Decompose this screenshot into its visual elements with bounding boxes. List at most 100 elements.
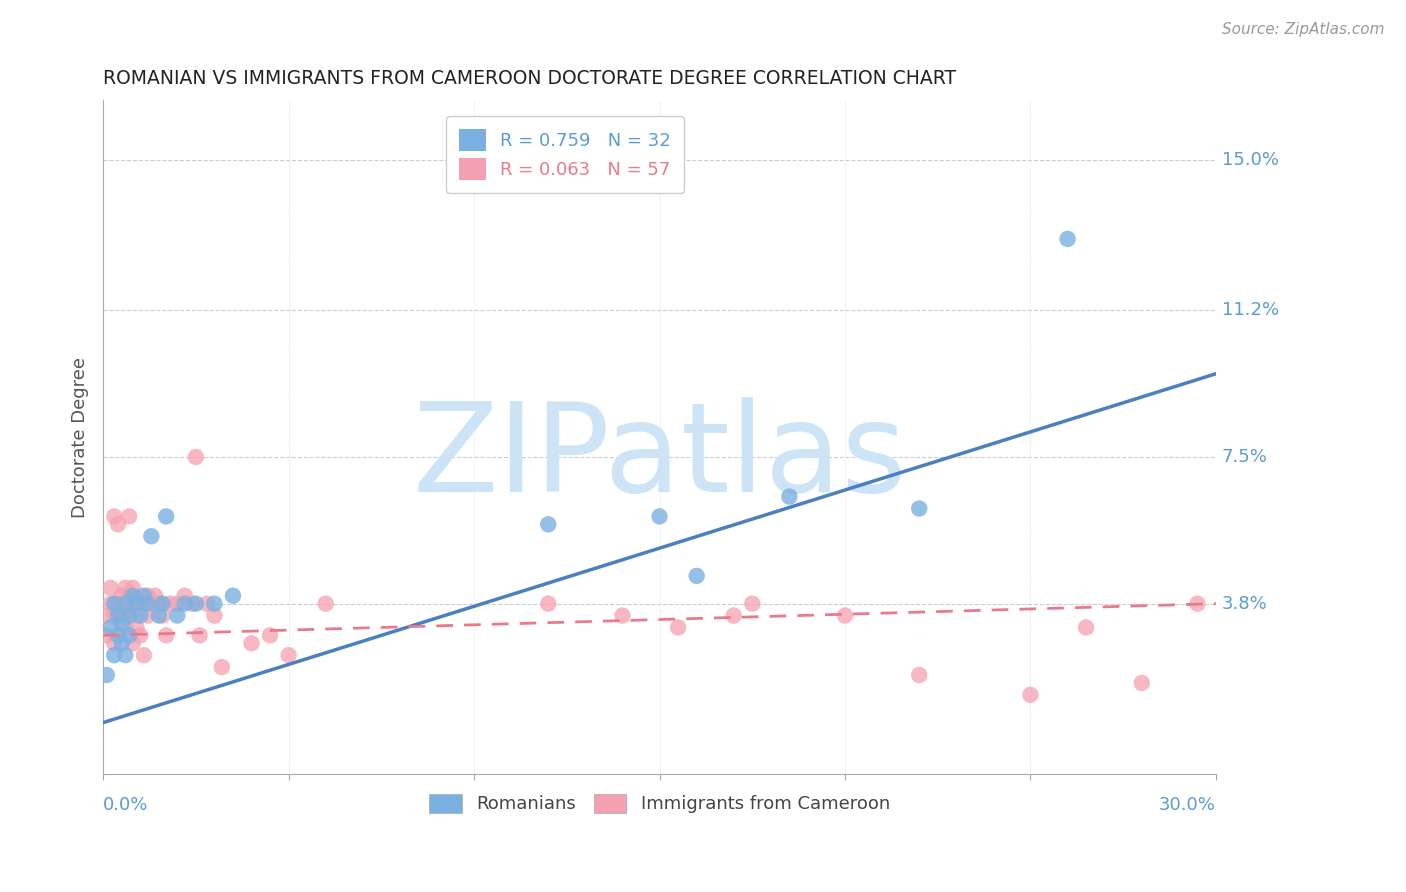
Point (148, 608, 170, 623)
Point (118, 509, 141, 524)
Point (103, 608, 125, 623)
Point (908, 668, 931, 682)
Point (166, 597, 188, 611)
Point (100, 581, 122, 595)
Point (118, 608, 141, 623)
Point (114, 620, 136, 634)
Point (107, 608, 129, 623)
Point (202, 597, 225, 611)
Point (121, 581, 143, 595)
Point (136, 589, 159, 603)
Point (778, 490, 800, 504)
Point (143, 589, 166, 603)
Text: Source: ZipAtlas.com: Source: ZipAtlas.com (1222, 22, 1385, 37)
Point (114, 581, 136, 595)
Y-axis label: Doctorate Degree: Doctorate Degree (72, 357, 89, 517)
Legend: Romanians, Immigrants from Cameroon: Romanians, Immigrants from Cameroon (420, 785, 898, 822)
Point (184, 450, 207, 464)
Point (107, 597, 129, 611)
Point (315, 597, 337, 611)
Point (121, 597, 143, 611)
Point (1074, 620, 1097, 634)
Point (537, 597, 560, 611)
Point (129, 608, 152, 623)
Point (111, 589, 134, 603)
Text: 30.0%: 30.0% (1159, 797, 1216, 814)
Point (834, 608, 856, 623)
Point (141, 529, 163, 543)
Point (96, 668, 118, 682)
Point (114, 597, 136, 611)
Point (114, 648, 136, 663)
Point (111, 616, 134, 631)
Point (111, 597, 134, 611)
Text: 15.0%: 15.0% (1222, 151, 1278, 169)
Point (1187, 597, 1209, 611)
Text: 3.8%: 3.8% (1222, 595, 1267, 613)
Point (107, 628, 129, 642)
Text: 7.5%: 7.5% (1222, 448, 1267, 466)
Text: ZIPatlas: ZIPatlas (412, 397, 907, 518)
Point (118, 589, 141, 603)
Point (259, 628, 281, 642)
Point (612, 608, 634, 623)
Point (648, 509, 671, 524)
Point (152, 597, 174, 611)
Point (118, 628, 141, 642)
Point (184, 597, 207, 611)
Point (1130, 676, 1153, 690)
Text: ROMANIAN VS IMMIGRANTS FROM CAMEROON DOCTORATE DEGREE CORRELATION CHART: ROMANIAN VS IMMIGRANTS FROM CAMEROON DOC… (103, 69, 956, 87)
Point (685, 569, 707, 583)
Point (103, 636, 125, 650)
Point (202, 608, 225, 623)
Text: 0.0%: 0.0% (103, 797, 149, 814)
Point (114, 597, 136, 611)
Point (195, 597, 218, 611)
Point (121, 636, 143, 650)
Point (277, 648, 299, 663)
Point (100, 597, 122, 611)
Point (173, 589, 195, 603)
Point (125, 597, 148, 611)
Point (1056, 232, 1078, 246)
Point (666, 620, 689, 634)
Point (136, 597, 159, 611)
Point (240, 636, 263, 650)
Point (188, 628, 211, 642)
Point (129, 628, 152, 642)
Point (111, 636, 134, 650)
Point (181, 597, 204, 611)
Point (166, 608, 188, 623)
Point (96, 608, 118, 623)
Point (132, 648, 155, 663)
Point (211, 660, 233, 674)
Point (1019, 688, 1042, 702)
Point (125, 620, 148, 634)
Point (129, 597, 152, 611)
Point (723, 608, 745, 623)
Point (103, 509, 125, 524)
Point (132, 589, 155, 603)
Point (103, 597, 125, 611)
Point (96, 628, 118, 642)
Point (741, 597, 763, 611)
Text: 11.2%: 11.2% (1222, 301, 1278, 319)
Point (155, 509, 177, 524)
Point (537, 517, 560, 532)
Point (136, 608, 159, 623)
Point (121, 589, 143, 603)
Point (173, 597, 195, 611)
Point (141, 597, 163, 611)
Point (155, 628, 177, 642)
Point (125, 608, 148, 623)
Point (118, 608, 141, 623)
Point (103, 648, 125, 663)
Point (107, 517, 129, 532)
Point (100, 620, 122, 634)
Point (152, 608, 174, 623)
Point (159, 597, 181, 611)
Point (148, 597, 170, 611)
Point (908, 501, 931, 516)
Point (222, 589, 245, 603)
Point (111, 608, 134, 623)
